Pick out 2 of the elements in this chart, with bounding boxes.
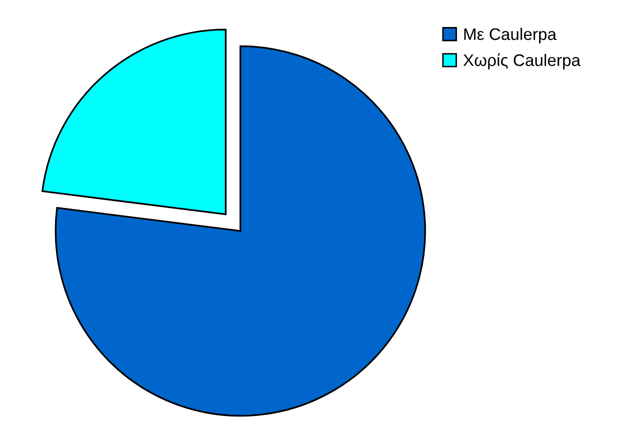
legend-label: Με Caulerpa (464, 28, 557, 44)
legend-label: Χωρίς Caulerpa (463, 53, 581, 70)
